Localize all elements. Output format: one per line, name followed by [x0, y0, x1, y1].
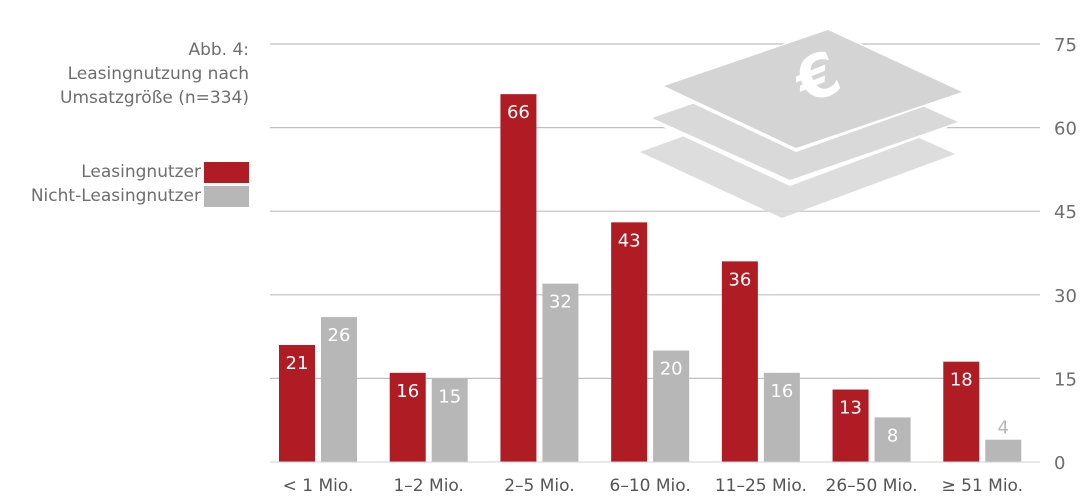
data-label: 8 — [887, 425, 898, 446]
x-tick-label: 11–25 Mio. — [715, 476, 807, 496]
data-label: 16 — [396, 381, 419, 402]
bar-nicht-leasingnutzer — [653, 350, 690, 462]
bar-leasingnutzer — [611, 222, 648, 462]
legend-swatch-leasingnutzer — [204, 161, 249, 183]
y-tick-label: 45 — [1054, 202, 1077, 223]
axes: 0 15 30 45 60 75 < 1 Mio. 1–2 Mio. 2–5 Mio. 6–10 … — [270, 35, 1077, 496]
legend-item-nicht-leasingnutzer: Nicht-Leasingnutzer — [31, 184, 249, 208]
data-label: 26 — [328, 325, 351, 346]
bar-leasingnutzer — [500, 94, 537, 462]
x-tick-label: ≥ 51 Mio. — [941, 476, 1023, 496]
data-label: 43 — [618, 230, 641, 251]
bar-leasingnutzer — [721, 261, 758, 462]
bar-nicht-leasingnutzer — [321, 317, 357, 462]
data-label: 15 — [438, 386, 461, 407]
data-label: 32 — [549, 292, 572, 313]
legend-item-leasingnutzer: Leasingnutzer — [31, 160, 249, 184]
legend: Leasingnutzer Nicht-Leasingnutzer — [31, 160, 249, 208]
bar-nicht-leasingnutzer — [763, 372, 800, 462]
data-label: 36 — [728, 269, 751, 290]
caption-line-1: Abb. 4: — [188, 40, 249, 60]
bar-nicht-leasingnutzer — [431, 378, 468, 462]
data-label: 16 — [770, 381, 793, 402]
bar-leasingnutzer — [389, 372, 426, 462]
data-label: 18 — [950, 370, 973, 391]
x-tick-label: 1–2 Mio. — [393, 476, 463, 496]
bar-nicht-leasingnutzer — [874, 417, 911, 462]
y-tick-label: 15 — [1054, 369, 1077, 390]
x-tick-label: < 1 Mio. — [283, 476, 354, 496]
y-tick-label: 0 — [1054, 453, 1065, 474]
data-label: 21 — [286, 353, 309, 374]
y-tick-label: 30 — [1054, 286, 1077, 307]
data-label: 20 — [660, 359, 683, 380]
bar-leasingnutzer — [279, 344, 315, 462]
legend-swatch-nicht-leasingnutzer — [204, 185, 249, 207]
bar-nicht-leasingnutzer — [542, 283, 579, 462]
data-label: 13 — [839, 398, 862, 419]
x-tick-label: 6–10 Mio. — [610, 476, 691, 496]
legend-label-leasingnutzer: Leasingnutzer — [81, 162, 201, 182]
bars: 21 26 16 15 66 32 43 20 36 16 13 8 18 4 — [279, 94, 1022, 462]
y-tick-label: 60 — [1054, 119, 1077, 140]
bar-nicht-leasingnutzer — [985, 439, 1022, 462]
x-tick-label: 26–50 Mio. — [826, 476, 918, 496]
data-label: 66 — [507, 102, 530, 123]
euro-banknotes-icon: € — [640, 28, 965, 218]
figure-caption: Abb. 4: Leasingnutzung nach Umsatzgröße … — [60, 38, 249, 110]
caption-line-2: Leasingnutzung nach — [67, 64, 249, 84]
bar-leasingnutzer — [943, 361, 980, 462]
x-tick-label: 2–5 Mio. — [504, 476, 574, 496]
bar-leasingnutzer — [832, 389, 869, 462]
y-tick-label: 75 — [1054, 35, 1077, 56]
caption-line-3: Umsatzgröße (n=334) — [60, 88, 249, 108]
data-label: 4 — [998, 418, 1009, 439]
legend-label-nicht-leasingnutzer: Nicht-Leasingnutzer — [30, 186, 201, 206]
